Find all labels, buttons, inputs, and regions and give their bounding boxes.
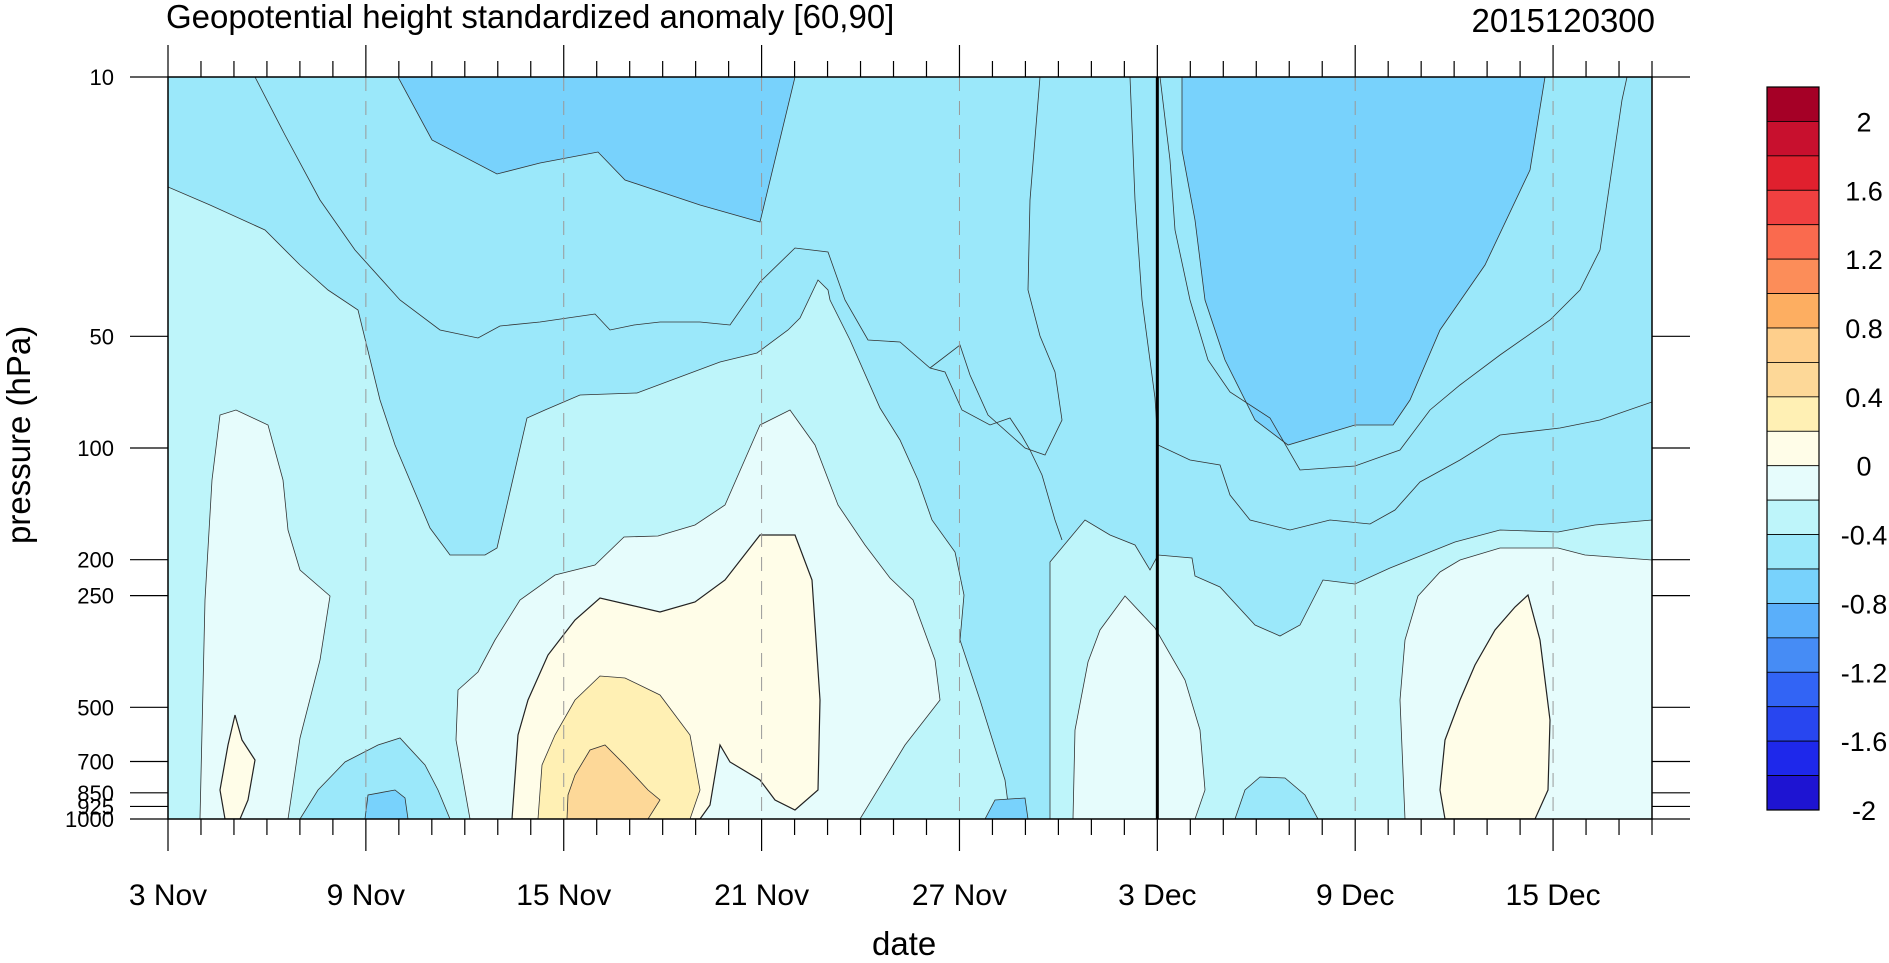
x-tick-label: 27 Nov [912,879,1007,912]
contour-fill-pos04 [566,744,661,819]
x-axis-ticks: 3 Nov 9 Nov 15 Nov 21 Nov 27 Nov 3 Dec 9 Dec 15… [129,45,1653,912]
contour-fill-zero-left [219,714,256,819]
x-tick-label: 9 Nov [327,879,405,912]
x-tick-label: 9 Dec [1316,879,1394,912]
colorbar-swatch [1766,465,1820,501]
colorbar-swatch [1766,534,1820,570]
x-tick-label: 21 Nov [714,879,809,912]
x-tick-label: 3 Dec [1118,879,1196,912]
y-tick-label: 850 [77,781,114,806]
colorbar-swatch [1766,258,1820,294]
colorbar-swatch [1766,775,1820,811]
x-gridlines [365,77,1554,819]
colorbar-label: 0.8 [1845,314,1883,344]
y-tick-label: 1000 [65,807,114,832]
colorbar-swatch [1766,603,1820,639]
colorbar-swatch [1766,671,1820,708]
colorbar-swatch [1766,155,1820,191]
colorbar-swatch [1766,327,1820,363]
colorbar-swatch [1766,86,1820,122]
contour-fill-neg06-bottom-left [299,737,451,819]
colorbar-label: 0 [1856,452,1871,482]
colorbar-swatch [1766,740,1820,776]
colorbar-swatch [1766,189,1820,226]
contour-fill-zero-right [1439,593,1551,819]
colorbar-swatch [1766,224,1820,260]
contour-fill-neg06-bottom-right [1234,776,1319,819]
colorbar-label: 0.4 [1845,383,1883,413]
chart-title: Geopotential height standardized anomaly… [166,0,895,35]
y-tick-label: 250 [77,584,114,609]
contour-fill-neg02-left [199,409,331,819]
run-timestamp: 2015120300 [1471,2,1655,39]
contour-line-a [254,77,1063,541]
colorbar-swatch [1766,706,1820,742]
colorbar-label: -1.6 [1841,727,1888,757]
colorbar-swatch [1766,568,1820,604]
x-tick-label: 3 Nov [129,879,207,912]
contour-fills [168,77,1652,819]
contour-line-c [1129,77,1652,531]
colorbar-swatch [1766,637,1820,673]
y-tick-label: 10 [90,65,114,90]
colorbar-swatch [1766,121,1820,157]
x-axis-label: date [872,925,937,962]
colorbar-swatch [1766,499,1820,535]
y-tick-label: 100 [77,436,114,461]
contour-line-d [1159,77,1628,471]
colorbar-label: -0.8 [1841,589,1888,619]
colorbar-swatch [1766,430,1820,467]
y-tick-label: 700 [77,750,114,775]
x-tick-label: 15 Dec [1506,879,1601,912]
colorbar-swatch [1766,293,1820,329]
y-tick-label: 500 [77,695,114,720]
contour-fill-neg08-upper-left [397,77,796,223]
contour-fill-neg02-mid [1072,595,1206,819]
colorbar-swatch [1766,362,1820,398]
colorbar-label: -0.4 [1841,521,1888,551]
y-tick-label: 50 [90,324,114,349]
colorbar-label: -2 [1852,796,1876,826]
contour-fill-neg08-bottom-mid [984,797,1029,819]
x-tick-label: 15 Nov [516,879,611,912]
colorbar-swatch [1766,396,1820,432]
y-tick-label: 200 [77,548,114,573]
y-tick-label: 925 [77,794,114,819]
colorbar-label: 2 [1856,107,1871,137]
contour-fill-neg08-bottom-left [364,789,409,819]
colorbar: 2 1.6 1.2 0.8 0.4 0 -0.4 -0.8 -1.2 -1.6 -2 [1766,86,1888,826]
colorbar-frame [1766,86,1820,811]
contour-line-b [929,77,1063,456]
colorbar-label: 1.6 [1845,176,1883,206]
colorbar-label: -1.2 [1841,658,1888,688]
colorbar-label: 1.2 [1845,245,1883,275]
